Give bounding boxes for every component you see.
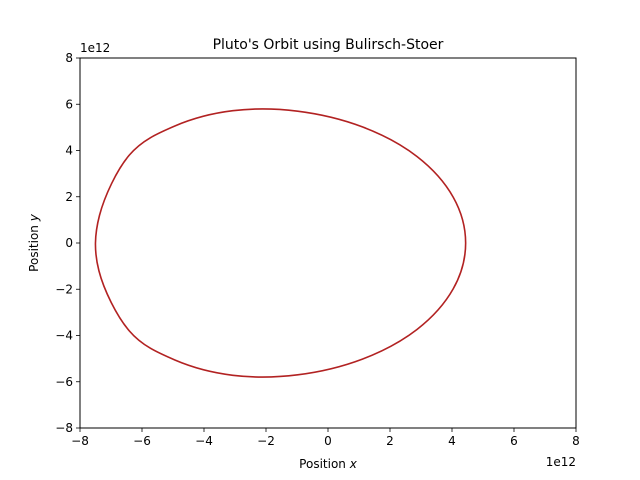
- y-axis-ticks: −8 −6 −4 −2 0 2 4 6 8: [55, 51, 80, 435]
- x-tick-label: −8: [71, 434, 89, 448]
- y-tick-label: 2: [65, 190, 73, 204]
- y-tick-label: 4: [65, 144, 73, 158]
- x-axis-label: Position x: [299, 457, 358, 471]
- x-tick-label: 8: [572, 434, 580, 448]
- x-tick-label: 2: [386, 434, 394, 448]
- chart-title: Pluto's Orbit using Bulirsch-Stoer: [213, 37, 444, 53]
- y-tick-label: 0: [65, 236, 73, 250]
- x-axis-label-variable: x: [349, 457, 358, 471]
- x-axis-ticks: −8 −6 −4 −2 0 2 4 6 8: [71, 428, 580, 448]
- x-axis-label-prefix: Position: [299, 457, 350, 471]
- y-tick-label: −6: [55, 375, 73, 389]
- x-tick-label: 6: [510, 434, 518, 448]
- x-offset-text: 1e12: [546, 455, 576, 469]
- orbit-line: [94, 108, 467, 378]
- orbit-series: [94, 108, 467, 378]
- y-tick-label: −4: [55, 329, 73, 343]
- y-offset-text: 1e12: [80, 41, 110, 55]
- y-tick-label: −8: [55, 421, 73, 435]
- y-axis-label: Position y: [27, 213, 41, 272]
- x-tick-label: −2: [257, 434, 275, 448]
- x-tick-label: −6: [133, 434, 151, 448]
- x-tick-label: −4: [195, 434, 213, 448]
- y-tick-label: 6: [65, 97, 73, 111]
- y-axis-label-variable: y: [27, 213, 41, 222]
- x-tick-label: 4: [448, 434, 456, 448]
- y-tick-label: −2: [55, 282, 73, 296]
- x-tick-label: 0: [324, 434, 332, 448]
- y-axis-label-prefix: Position: [27, 221, 41, 272]
- y-tick-label: 8: [65, 51, 73, 65]
